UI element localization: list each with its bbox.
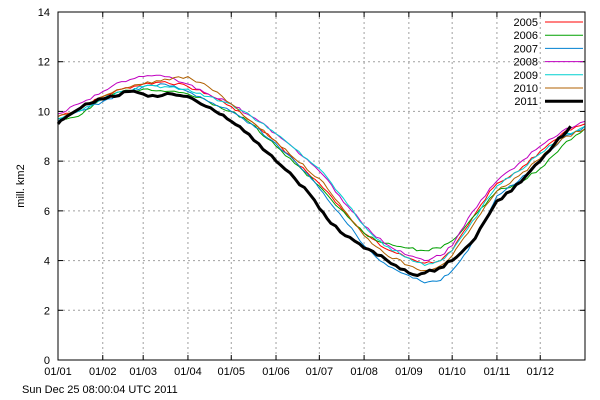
series-line-2007	[57, 83, 586, 284]
grid	[58, 12, 585, 360]
y-tick-label: 2	[44, 305, 50, 317]
x-tick-label: 01/02	[89, 366, 117, 378]
y-tick-label: 0	[44, 355, 50, 367]
y-tick-label: 12	[38, 57, 50, 69]
series-line-2005	[57, 81, 586, 264]
legend-label-2008: 2008	[514, 57, 538, 69]
y-tick-label: 14	[38, 7, 50, 19]
x-tick-label: 01/04	[174, 366, 202, 378]
y-axis-ticks: 0 2 4 6 8 10 12 14	[38, 7, 585, 367]
x-tick-label: 01/12	[526, 366, 554, 378]
legend-label-2011: 2011	[514, 96, 538, 108]
x-tick-label: 01/01	[44, 366, 72, 378]
legend-label-2009: 2009	[514, 70, 538, 82]
y-tick-label: 4	[44, 256, 50, 268]
x-tick-label: 01/11	[484, 366, 511, 378]
x-axis-ticks: 01/01 01/02 01/03 01/04 01/05 01/06 01/07 01/08…	[44, 12, 554, 378]
y-axis-label: mill. km2	[15, 164, 27, 207]
plot-frame	[57, 11, 586, 361]
series-layer	[56, 74, 586, 284]
x-tick-label: 01/08	[350, 366, 378, 378]
y-tick-label: 8	[44, 156, 50, 168]
series-line-2009	[57, 84, 586, 266]
legend-label-2010: 2010	[514, 83, 538, 95]
series-line-2006	[57, 88, 586, 252]
legend-label-2006: 2006	[514, 30, 538, 42]
x-tick-label: 01/03	[129, 366, 157, 378]
legend-label-2007: 2007	[514, 43, 538, 55]
x-tick-label: 01/07	[306, 366, 334, 378]
x-tick-label: 01/06	[262, 366, 290, 378]
timestamp: Sun Dec 25 08:00:04 UTC 2011	[22, 384, 178, 396]
y-tick-label: 6	[44, 206, 50, 218]
series-line-2010	[57, 76, 586, 272]
series-line-2008	[57, 74, 586, 262]
y-tick-label: 10	[38, 106, 50, 118]
x-tick-label: 01/09	[395, 366, 423, 378]
legend-label-2005: 2005	[514, 17, 538, 29]
x-tick-label: 01/05	[217, 366, 245, 378]
series-line-2011	[56, 89, 572, 277]
x-tick-label: 01/10	[438, 366, 466, 378]
